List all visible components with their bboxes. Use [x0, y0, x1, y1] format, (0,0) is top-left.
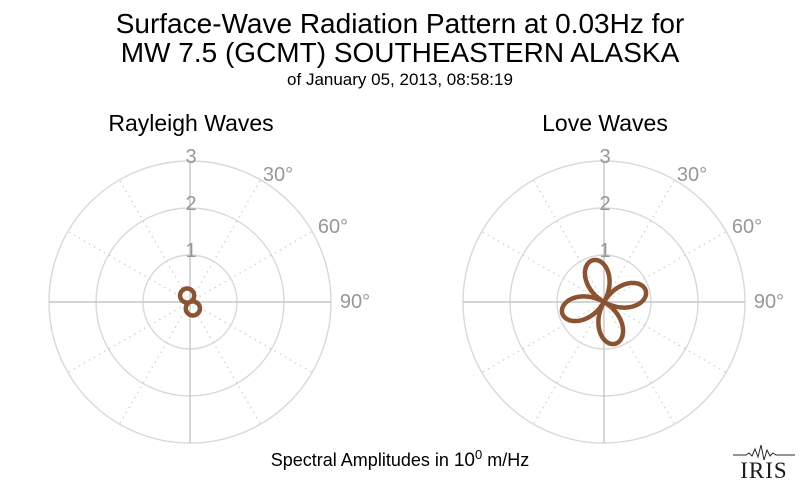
- grid-spoke-150deg: [191, 306, 262, 425]
- seismogram-icon: [733, 444, 795, 461]
- grid-spoke-60deg: [608, 230, 727, 301]
- grid-spoke-210deg: [532, 306, 603, 425]
- caption-prefix: Spectral Amplitudes in: [270, 450, 454, 470]
- grid-spoke-330deg: [118, 179, 189, 298]
- grid-spoke-240deg: [67, 303, 186, 374]
- rayleigh-polar-plot: 1 2 3 30° 60° 90°: [48, 146, 370, 444]
- radial-tick-label-3: 3: [599, 146, 610, 168]
- radial-tick-label-2: 2: [185, 193, 196, 215]
- radial-tick-label-2: 2: [599, 193, 610, 215]
- rayleigh-plot-title: Rayleigh Waves: [108, 110, 274, 136]
- angle-tick-label-90: 90°: [340, 291, 370, 313]
- grid-spoke-210deg: [118, 306, 189, 425]
- grid-spoke-300deg: [481, 230, 600, 301]
- figure-title-line2: MW 7.5 (GCMT) SOUTHEASTERN ALASKA: [120, 37, 680, 68]
- iris-logo: IRIS: [730, 444, 798, 483]
- love-polar-plot: 1 2 3 30° 60° 90°: [462, 146, 784, 444]
- grid-spoke-150deg: [605, 306, 676, 425]
- rayleigh-radiation-pattern: [177, 286, 203, 318]
- caption-power-exponent: 0: [475, 447, 483, 462]
- grid-spoke-240deg: [481, 303, 600, 374]
- grid-spoke-60deg: [194, 230, 313, 301]
- caption-suffix: m/Hz: [482, 450, 530, 470]
- caption-power-base: 10: [453, 450, 475, 471]
- figure-title-line1: Surface-Wave Radiation Pattern at 0.03Hz…: [115, 8, 685, 39]
- grid-spoke-330deg: [532, 179, 603, 298]
- love-plot-title: Love Waves: [542, 110, 668, 136]
- grid-spoke-120deg: [608, 303, 727, 374]
- grid-spoke-30deg: [191, 179, 262, 298]
- angle-tick-label-90: 90°: [754, 291, 784, 313]
- angle-tick-label-30: 30°: [677, 164, 707, 186]
- amplitude-caption: Spectral Amplitudes in 100 m/Hz: [0, 447, 800, 472]
- love-radiation-pattern: [559, 257, 649, 347]
- angle-tick-label-30: 30°: [263, 164, 293, 186]
- angle-tick-label-60: 60°: [732, 216, 762, 238]
- iris-logo-text: IRIS: [740, 458, 788, 483]
- radial-tick-label-3: 3: [185, 146, 196, 168]
- radial-tick-label-1: 1: [599, 240, 610, 262]
- radial-tick-label-1: 1: [185, 240, 196, 262]
- angle-tick-label-60: 60°: [318, 216, 348, 238]
- grid-spoke-30deg: [605, 179, 676, 298]
- grid-spoke-300deg: [67, 230, 186, 301]
- figure-subtitle: of January 05, 2013, 08:58:19: [287, 70, 513, 89]
- grid-spoke-120deg: [194, 303, 313, 374]
